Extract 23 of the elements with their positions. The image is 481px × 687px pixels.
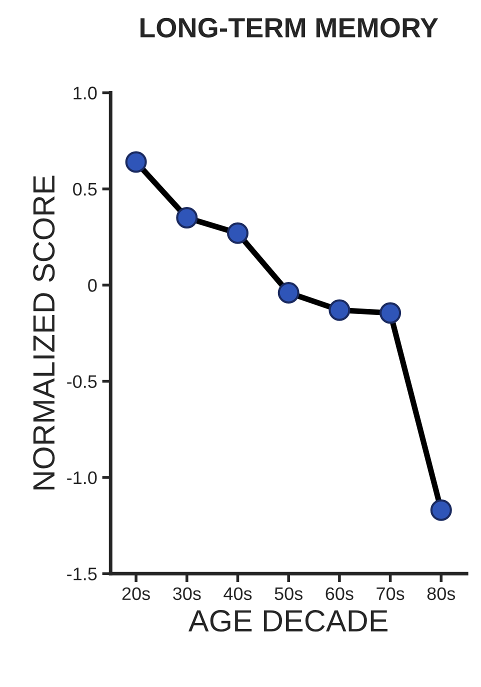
y-tick-label: 0 bbox=[88, 279, 97, 292]
x-tick-label: 50s bbox=[274, 587, 303, 600]
x-tick-label: 30s bbox=[173, 587, 201, 600]
x-tick-label: 40s bbox=[224, 587, 252, 600]
y-tick-label: -0.5 bbox=[67, 375, 97, 388]
y-tick-label: -1.5 bbox=[67, 568, 97, 580]
x-tick-label: 80s bbox=[427, 587, 456, 600]
y-tick-label: 1.0 bbox=[74, 86, 97, 100]
point bbox=[328, 299, 350, 321]
y-axis-title: NORMALIZED SCORE bbox=[33, 176, 55, 490]
point bbox=[176, 207, 198, 229]
point bbox=[380, 302, 402, 324]
y-tick-label: -1.0 bbox=[67, 471, 97, 484]
x-tick-label: 70s bbox=[376, 587, 404, 600]
point bbox=[226, 222, 249, 244]
x-tick-label: 20s bbox=[122, 587, 150, 600]
chart-title: LONG-TERM MEMORY bbox=[140, 18, 438, 38]
point bbox=[430, 499, 452, 521]
point bbox=[278, 282, 300, 304]
point bbox=[125, 151, 147, 173]
y-tick-label: 0.5 bbox=[73, 182, 97, 196]
x-axis-title: AGE DECADE bbox=[188, 610, 388, 632]
x-tick-label: 60s bbox=[326, 587, 354, 600]
